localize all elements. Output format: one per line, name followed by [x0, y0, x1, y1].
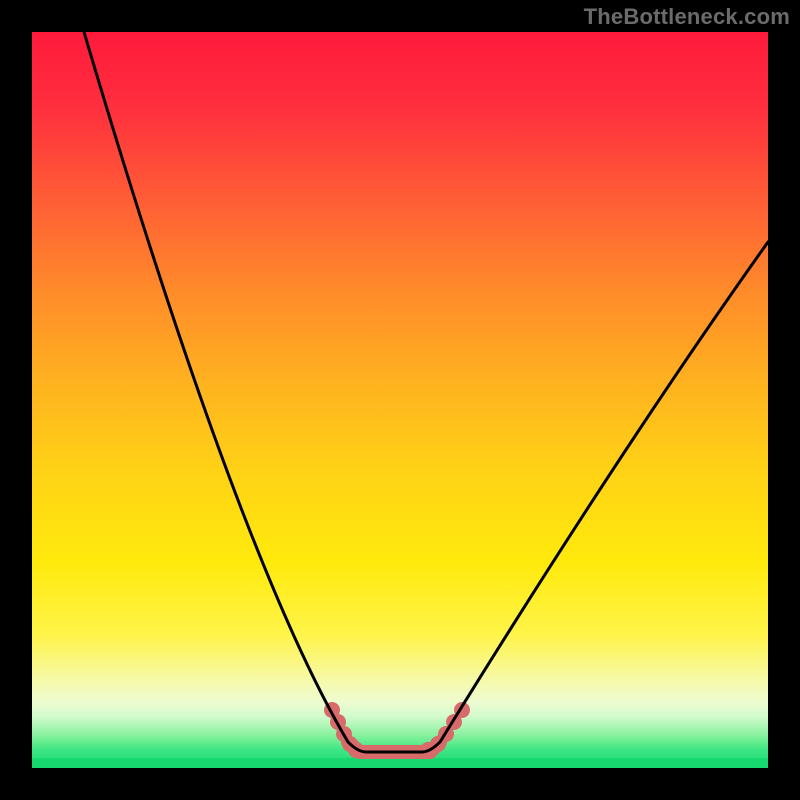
green-baseline: [32, 758, 768, 768]
chart-svg: [0, 0, 800, 800]
watermark-text: TheBottleneck.com: [584, 4, 790, 30]
chart-stage: TheBottleneck.com: [0, 0, 800, 800]
